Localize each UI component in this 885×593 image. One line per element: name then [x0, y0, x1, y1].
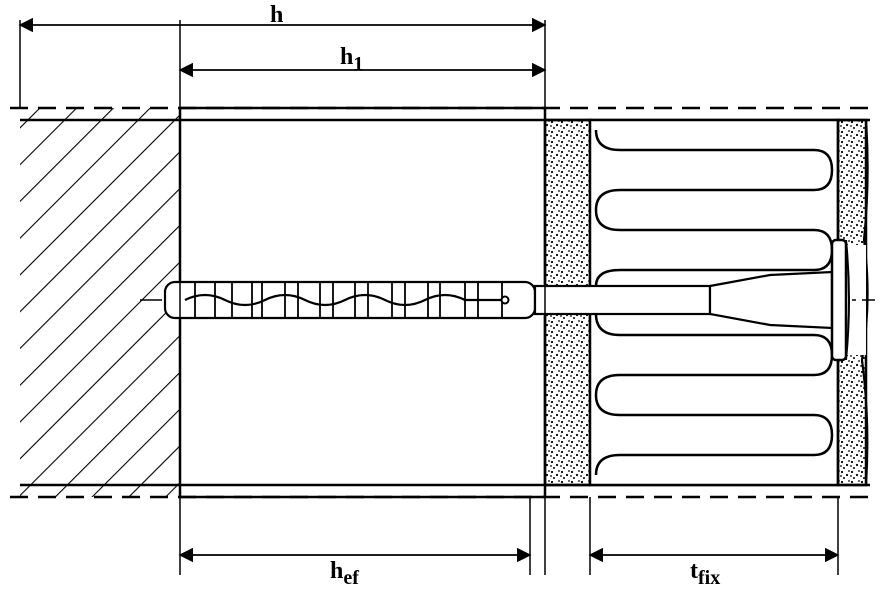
label-hef-text: hef [330, 558, 359, 584]
label-h: h [270, 2, 283, 29]
label-hef: hef [330, 558, 359, 590]
label-h1-text: h1 [340, 44, 363, 70]
anchor-cross-section-diagram: h h1 hef tfix [0, 0, 885, 593]
diagram-svg [0, 0, 885, 593]
label-tfix: tfix [690, 558, 720, 590]
label-h1: h1 [340, 44, 363, 76]
anchor-shaft [535, 286, 710, 314]
anchor-plate [832, 240, 849, 360]
anchor-sleeve [165, 282, 535, 318]
label-tfix-text: tfix [690, 558, 720, 584]
